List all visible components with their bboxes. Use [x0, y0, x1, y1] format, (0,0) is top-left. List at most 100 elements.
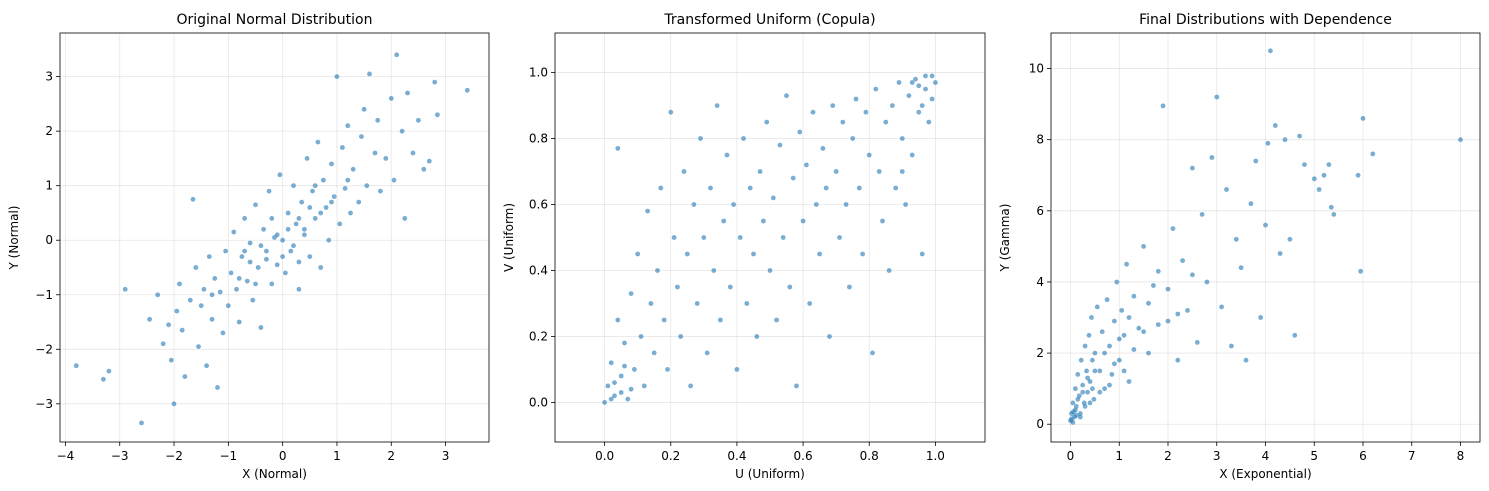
- x-tick-label: −2: [165, 449, 183, 463]
- y-tick-label: 0.2: [529, 329, 548, 343]
- scatter-point: [615, 317, 621, 323]
- scatter-point: [919, 103, 925, 108]
- scatter-point: [1121, 368, 1127, 374]
- x-tick-label: 0.0: [595, 449, 614, 463]
- chart-title: Transformed Uniform (Copula): [663, 12, 875, 28]
- scatter-point: [1116, 357, 1122, 363]
- scatter-point: [684, 251, 690, 257]
- scatter-point: [827, 334, 832, 339]
- scatter-point: [605, 383, 611, 389]
- scatter-point: [372, 150, 378, 156]
- scatter-point: [1102, 386, 1107, 392]
- scatter-point: [1071, 409, 1076, 415]
- scatter-point: [155, 292, 161, 298]
- scatter-point: [718, 317, 723, 323]
- scatter-point: [744, 301, 750, 306]
- scatter-point: [1155, 322, 1161, 327]
- scatter-point: [635, 251, 641, 257]
- scatter-point: [1180, 258, 1185, 263]
- scatter-point: [853, 96, 859, 102]
- scatter-point: [724, 152, 730, 158]
- scatter-point: [1104, 297, 1110, 303]
- scatter-point: [731, 202, 736, 207]
- scatter-point: [321, 177, 326, 183]
- x-tick-label: −3: [111, 449, 129, 463]
- scatter-point: [1092, 368, 1098, 374]
- scatter-point: [628, 291, 634, 296]
- scatter-point: [345, 177, 351, 183]
- scatter-point: [926, 119, 932, 125]
- scatter-point: [1146, 300, 1151, 306]
- scatter-point: [641, 383, 647, 389]
- scatter-points: [73, 52, 470, 426]
- x-tick-label: −4: [57, 449, 75, 463]
- scatter-point: [1097, 368, 1103, 374]
- scatter-point: [250, 297, 256, 303]
- scatter-point: [899, 136, 905, 141]
- y-tick-label: 6: [1036, 204, 1044, 218]
- scatter-point: [671, 235, 677, 240]
- scatter-point: [1355, 172, 1361, 178]
- scatter-point: [310, 188, 315, 194]
- scatter-point: [266, 188, 272, 194]
- scatter-point: [253, 281, 258, 287]
- scatter-point: [255, 265, 261, 270]
- scatter-point: [307, 254, 313, 259]
- scatter-point: [1277, 251, 1283, 256]
- y-tick-label: −1: [35, 288, 53, 302]
- scatter-point: [1099, 329, 1105, 335]
- scatter-point: [1090, 386, 1095, 392]
- x-tick-label: 3: [442, 449, 450, 463]
- scatter-point: [734, 367, 740, 372]
- scatter-point: [1155, 268, 1161, 274]
- scatter-point: [247, 240, 253, 246]
- scatter-point: [187, 297, 193, 303]
- scatter-point: [323, 205, 329, 210]
- scatter-point: [293, 221, 299, 227]
- scatter-point: [632, 367, 637, 372]
- scatter-point: [394, 52, 400, 58]
- scatter-point: [866, 152, 872, 158]
- scatter-point: [916, 83, 922, 89]
- scatter-point: [258, 325, 264, 330]
- scatter-point: [160, 341, 166, 347]
- scatter-point: [242, 216, 248, 221]
- scatter-point: [608, 396, 614, 402]
- scatter-point: [1263, 222, 1268, 228]
- y-tick-label: 0.8: [529, 132, 548, 146]
- x-tick-label: 5: [1310, 449, 1318, 463]
- x-tick-label: 0.6: [794, 449, 813, 463]
- scatter-point: [206, 254, 212, 259]
- scatter-point: [1085, 389, 1090, 395]
- x-tick-label: 1: [1115, 449, 1123, 463]
- scatter-point: [288, 248, 294, 254]
- scatter-points: [1068, 48, 1463, 425]
- scatter-point: [1075, 396, 1081, 402]
- scatter-point: [223, 248, 229, 254]
- x-axis-label: X (Normal): [242, 467, 307, 481]
- scatter-point: [361, 106, 367, 112]
- scatter-point: [285, 210, 291, 216]
- scatter-point: [747, 185, 753, 191]
- scatter-point: [665, 367, 670, 372]
- scatter-point: [264, 248, 269, 254]
- scatter-point: [890, 103, 895, 108]
- scatter-point: [326, 237, 332, 243]
- scatter-point: [688, 383, 693, 389]
- x-tick-label: 4: [1262, 449, 1270, 463]
- scatter-point: [1082, 343, 1088, 349]
- scatter-point: [269, 216, 275, 221]
- scatter-point: [1165, 286, 1171, 292]
- scatter-point: [209, 316, 215, 322]
- scatter-point: [1109, 372, 1115, 377]
- scatter-point: [919, 251, 925, 257]
- scatter-point: [416, 117, 421, 123]
- scatter-point: [618, 373, 624, 379]
- x-tick-label: 2: [387, 449, 395, 463]
- scatter-point: [331, 194, 337, 200]
- scatter-point: [179, 327, 185, 333]
- y-tick-label: −2: [35, 342, 53, 356]
- scatter-point: [1268, 48, 1273, 54]
- scatter-point: [1160, 103, 1166, 109]
- scatter-point: [1248, 201, 1254, 207]
